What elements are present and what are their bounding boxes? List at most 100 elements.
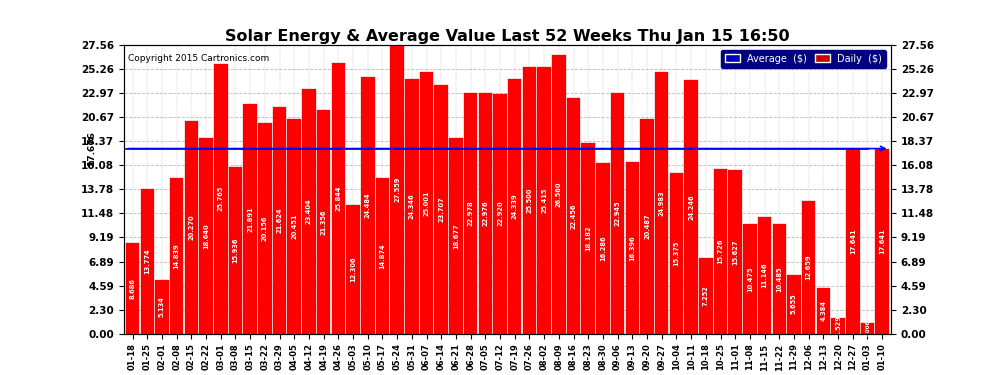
Bar bbox=[581, 143, 595, 334]
Bar bbox=[699, 258, 713, 334]
Text: 20.156: 20.156 bbox=[261, 215, 268, 241]
Bar bbox=[244, 104, 257, 334]
Text: 5.655: 5.655 bbox=[791, 294, 797, 315]
Text: 22.978: 22.978 bbox=[467, 201, 473, 226]
Bar bbox=[317, 110, 331, 334]
Text: 14.839: 14.839 bbox=[173, 243, 179, 269]
Bar bbox=[493, 94, 507, 334]
Text: 20.451: 20.451 bbox=[291, 214, 297, 239]
Text: 11.146: 11.146 bbox=[761, 262, 767, 288]
Bar bbox=[669, 172, 683, 334]
Bar bbox=[596, 163, 610, 334]
Title: Solar Energy & Average Value Last 52 Weeks Thu Jan 15 16:50: Solar Energy & Average Value Last 52 Wee… bbox=[225, 29, 790, 44]
Text: 22.456: 22.456 bbox=[570, 203, 576, 229]
Bar bbox=[626, 162, 640, 334]
Text: 25.001: 25.001 bbox=[424, 190, 430, 216]
Bar bbox=[449, 138, 462, 334]
Bar bbox=[714, 169, 728, 334]
Text: 5.134: 5.134 bbox=[159, 296, 165, 317]
Text: 15.726: 15.726 bbox=[718, 238, 724, 264]
Text: 1.006: 1.006 bbox=[865, 320, 870, 337]
Bar bbox=[566, 99, 580, 334]
Text: 18.640: 18.640 bbox=[203, 223, 209, 249]
Bar bbox=[655, 72, 668, 334]
Text: 17.676: 17.676 bbox=[87, 131, 96, 166]
Text: 25.844: 25.844 bbox=[336, 186, 342, 211]
Bar bbox=[802, 201, 816, 334]
Bar bbox=[860, 323, 874, 334]
Bar bbox=[273, 107, 286, 334]
Text: 1.529: 1.529 bbox=[836, 315, 842, 336]
Text: 14.874: 14.874 bbox=[379, 243, 385, 268]
Text: 4.384: 4.384 bbox=[821, 300, 827, 321]
Text: 17.641: 17.641 bbox=[879, 228, 885, 254]
Text: 10.475: 10.475 bbox=[746, 266, 753, 292]
Text: 21.624: 21.624 bbox=[276, 208, 282, 233]
Text: 16.396: 16.396 bbox=[630, 235, 636, 261]
Bar bbox=[184, 122, 198, 334]
Bar bbox=[199, 138, 213, 334]
Bar bbox=[538, 68, 550, 334]
Text: 27.559: 27.559 bbox=[394, 177, 400, 202]
Bar bbox=[287, 120, 301, 334]
Text: 18.677: 18.677 bbox=[453, 223, 459, 249]
Text: 22.920: 22.920 bbox=[497, 201, 503, 226]
Bar bbox=[405, 79, 419, 334]
Legend: Average  ($), Daily  ($): Average ($), Daily ($) bbox=[721, 50, 886, 68]
Bar bbox=[361, 77, 374, 334]
Bar bbox=[641, 119, 653, 334]
Text: 16.286: 16.286 bbox=[600, 236, 606, 261]
Bar bbox=[787, 274, 801, 334]
Bar bbox=[420, 72, 434, 334]
Bar bbox=[214, 64, 228, 334]
Text: 7.252: 7.252 bbox=[703, 285, 709, 306]
Bar bbox=[846, 149, 859, 334]
Text: 8.686: 8.686 bbox=[130, 278, 136, 299]
Bar bbox=[729, 170, 742, 334]
Bar bbox=[435, 86, 448, 334]
Bar bbox=[229, 167, 243, 334]
Text: 15.627: 15.627 bbox=[733, 239, 739, 265]
Text: 18.182: 18.182 bbox=[585, 226, 591, 251]
Text: 25.415: 25.415 bbox=[542, 188, 547, 213]
Bar bbox=[390, 45, 404, 334]
Text: 12.659: 12.659 bbox=[806, 255, 812, 280]
Bar bbox=[832, 318, 844, 334]
Bar bbox=[611, 93, 625, 334]
Bar bbox=[875, 149, 889, 334]
Text: 23.404: 23.404 bbox=[306, 198, 312, 224]
Text: 24.339: 24.339 bbox=[512, 194, 518, 219]
Text: 25.500: 25.500 bbox=[527, 188, 533, 213]
Bar bbox=[141, 189, 154, 334]
Text: 24.983: 24.983 bbox=[658, 190, 664, 216]
Text: 17.641: 17.641 bbox=[849, 228, 855, 254]
Text: 24.246: 24.246 bbox=[688, 194, 694, 219]
Text: 26.560: 26.560 bbox=[555, 182, 561, 207]
Text: 15.936: 15.936 bbox=[233, 237, 239, 263]
Text: 20.270: 20.270 bbox=[188, 215, 194, 240]
Text: 22.976: 22.976 bbox=[482, 201, 488, 226]
Text: 22.945: 22.945 bbox=[615, 201, 621, 226]
Bar bbox=[126, 243, 140, 334]
Bar bbox=[170, 178, 183, 334]
Text: 15.375: 15.375 bbox=[673, 240, 679, 266]
Bar bbox=[375, 178, 389, 334]
Text: 24.346: 24.346 bbox=[409, 194, 415, 219]
Text: 10.485: 10.485 bbox=[776, 266, 782, 292]
Bar bbox=[743, 224, 756, 334]
Text: Copyright 2015 Cartronics.com: Copyright 2015 Cartronics.com bbox=[128, 54, 269, 63]
Bar bbox=[332, 63, 346, 334]
Bar bbox=[684, 80, 698, 334]
Bar bbox=[523, 67, 537, 334]
Text: 20.487: 20.487 bbox=[644, 214, 650, 239]
Text: 25.765: 25.765 bbox=[218, 186, 224, 211]
Bar bbox=[817, 288, 831, 334]
Text: 21.356: 21.356 bbox=[321, 209, 327, 235]
Text: 12.306: 12.306 bbox=[350, 256, 356, 282]
Bar bbox=[552, 56, 565, 334]
Bar bbox=[757, 217, 771, 334]
Bar bbox=[302, 88, 316, 334]
Bar bbox=[155, 280, 168, 334]
Bar bbox=[508, 79, 522, 334]
Bar bbox=[464, 93, 477, 334]
